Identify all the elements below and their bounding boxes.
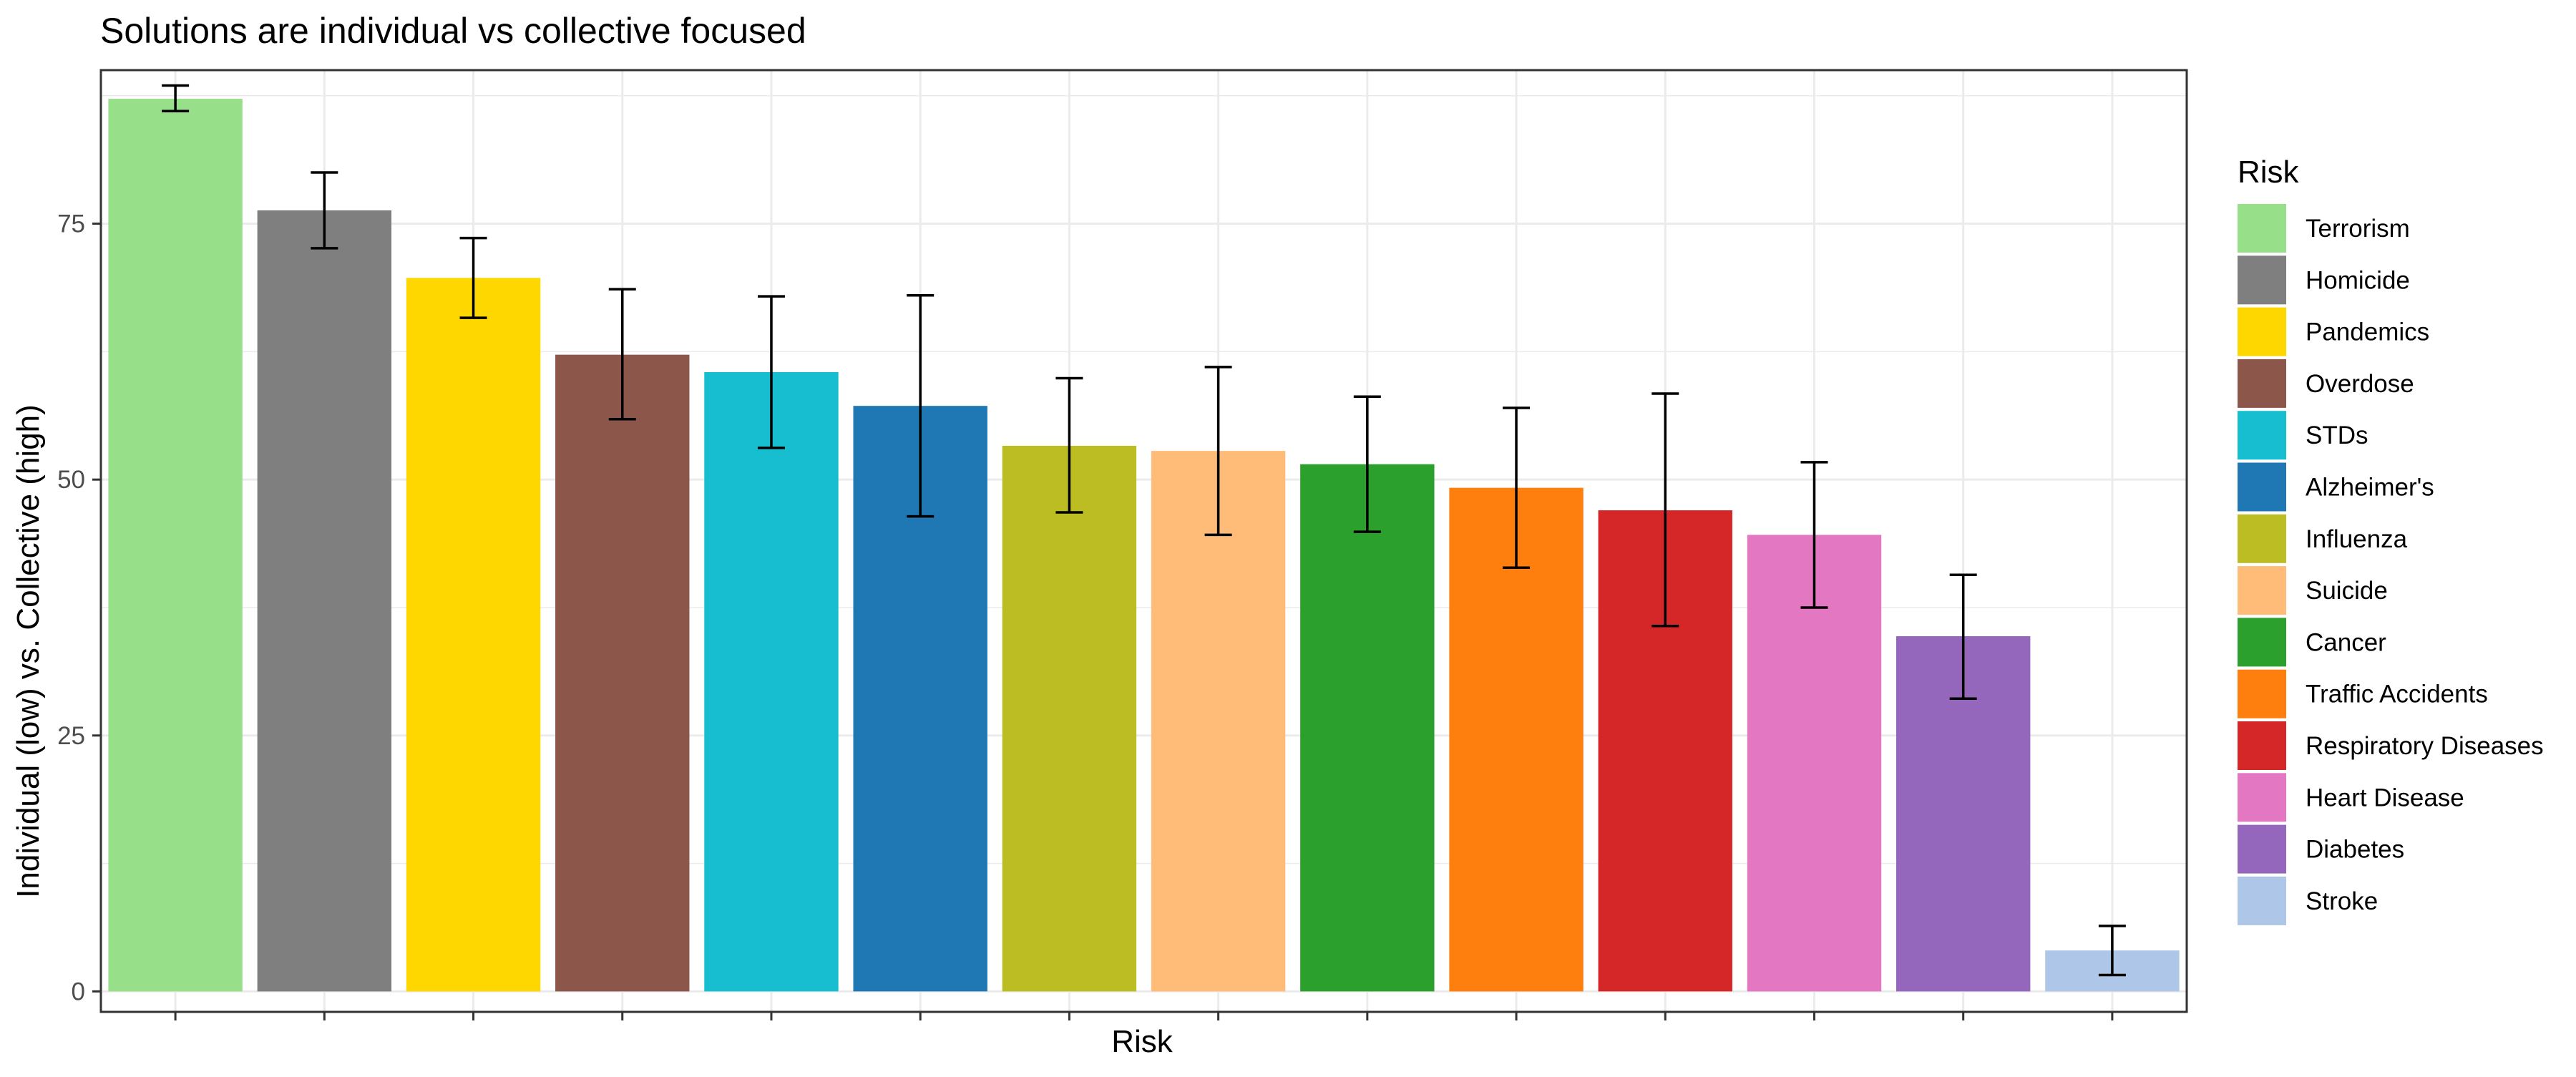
- legend-label: Influenza: [2306, 525, 2408, 553]
- legend-key: [2238, 204, 2286, 253]
- y-tick-label: 75: [57, 210, 85, 238]
- legend-label: Respiratory Diseases: [2306, 732, 2544, 760]
- legend-item: Pandemics: [2238, 307, 2429, 356]
- error-bar: [1949, 573, 1977, 701]
- bar-cancer: [1300, 464, 1435, 992]
- error-bar: [1503, 406, 1531, 569]
- bar-suicide: [1151, 451, 1286, 992]
- legend-item: Diabetes: [2238, 824, 2404, 874]
- legend-label: Homicide: [2306, 266, 2410, 294]
- bar-pandemics: [406, 278, 541, 992]
- error-bars: [162, 84, 2126, 977]
- error-bar: [1652, 392, 1679, 628]
- legend-label: Terrorism: [2306, 215, 2410, 243]
- legend-item: Alzheimer's: [2238, 462, 2434, 512]
- error-bar: [2098, 925, 2126, 977]
- legend-item: Homicide: [2238, 255, 2410, 305]
- legend-item: Heart Disease: [2238, 773, 2464, 822]
- error-bar: [1204, 366, 1232, 537]
- y-tick-label: 25: [57, 722, 85, 750]
- y-tick-label: 0: [72, 978, 85, 1005]
- y-tick-label: 50: [57, 466, 85, 494]
- error-bar: [311, 171, 338, 250]
- bar-heart-disease: [1747, 535, 1882, 992]
- legend-label: Traffic Accidents: [2306, 681, 2488, 708]
- legend-label: Alzheimer's: [2306, 474, 2434, 502]
- legend-key: [2238, 721, 2286, 770]
- legend-key: [2238, 566, 2286, 615]
- legend-label: Pandemics: [2306, 318, 2429, 346]
- legend-label: Stroke: [2306, 887, 2378, 915]
- bar-overdose: [555, 354, 690, 992]
- bar-homicide: [257, 210, 392, 992]
- error-bar: [1353, 395, 1381, 533]
- legend-key: [2238, 876, 2286, 925]
- bars: [108, 99, 2180, 992]
- legend-key: [2238, 824, 2286, 874]
- legend-label: STDs: [2306, 421, 2368, 449]
- legend-key: [2238, 618, 2286, 667]
- legend-key: [2238, 514, 2286, 563]
- error-bar: [162, 84, 190, 112]
- legend-label: Heart Disease: [2306, 784, 2464, 812]
- bar-stds: [704, 371, 839, 992]
- x-axis-label: Risk: [1111, 1024, 1174, 1059]
- legend: Terrorism Homicide Pandemics Overdose STDs Al…: [2238, 204, 2544, 925]
- legend-label: Cancer: [2306, 628, 2386, 656]
- legend-key: [2238, 307, 2286, 356]
- y-axis-label: Individual (low) vs. Collective (high): [11, 404, 46, 898]
- legend-label: Diabetes: [2306, 836, 2404, 864]
- legend-item: STDs: [2238, 411, 2368, 460]
- error-bar: [1055, 376, 1083, 514]
- legend-item: Suicide: [2238, 566, 2388, 615]
- chart-title: Solutions are individual vs collective f…: [100, 11, 806, 51]
- x-axis: [174, 1012, 2114, 1020]
- bar-terrorism: [108, 99, 243, 992]
- legend-label: Suicide: [2306, 577, 2388, 605]
- bar-influenza: [1002, 445, 1137, 992]
- legend-item: Cancer: [2238, 618, 2386, 667]
- legend-item: Overdose: [2238, 359, 2414, 408]
- legend-item: Influenza: [2238, 514, 2408, 563]
- error-bar: [608, 288, 636, 421]
- legend-item: Stroke: [2238, 876, 2378, 925]
- legend-label: Overdose: [2306, 370, 2414, 398]
- error-bar: [757, 295, 785, 449]
- bar-traffic-accidents: [1449, 487, 1584, 992]
- plot-border: [99, 69, 2188, 1013]
- legend-title: Risk: [2238, 155, 2300, 190]
- legend-item: Traffic Accidents: [2238, 669, 2488, 718]
- legend-key: [2238, 773, 2286, 822]
- error-bar: [459, 236, 487, 319]
- legend-item: Respiratory Diseases: [2238, 721, 2544, 770]
- error-bar: [907, 293, 935, 518]
- legend-key: [2238, 255, 2286, 305]
- legend-key: [2238, 359, 2286, 408]
- legend-key: [2238, 462, 2286, 512]
- legend-item: Terrorism: [2238, 204, 2410, 253]
- legend-key: [2238, 669, 2286, 718]
- error-bar: [1800, 461, 1828, 609]
- y-axis: 0 25 50 75: [57, 210, 101, 1005]
- legend-key: [2238, 411, 2286, 460]
